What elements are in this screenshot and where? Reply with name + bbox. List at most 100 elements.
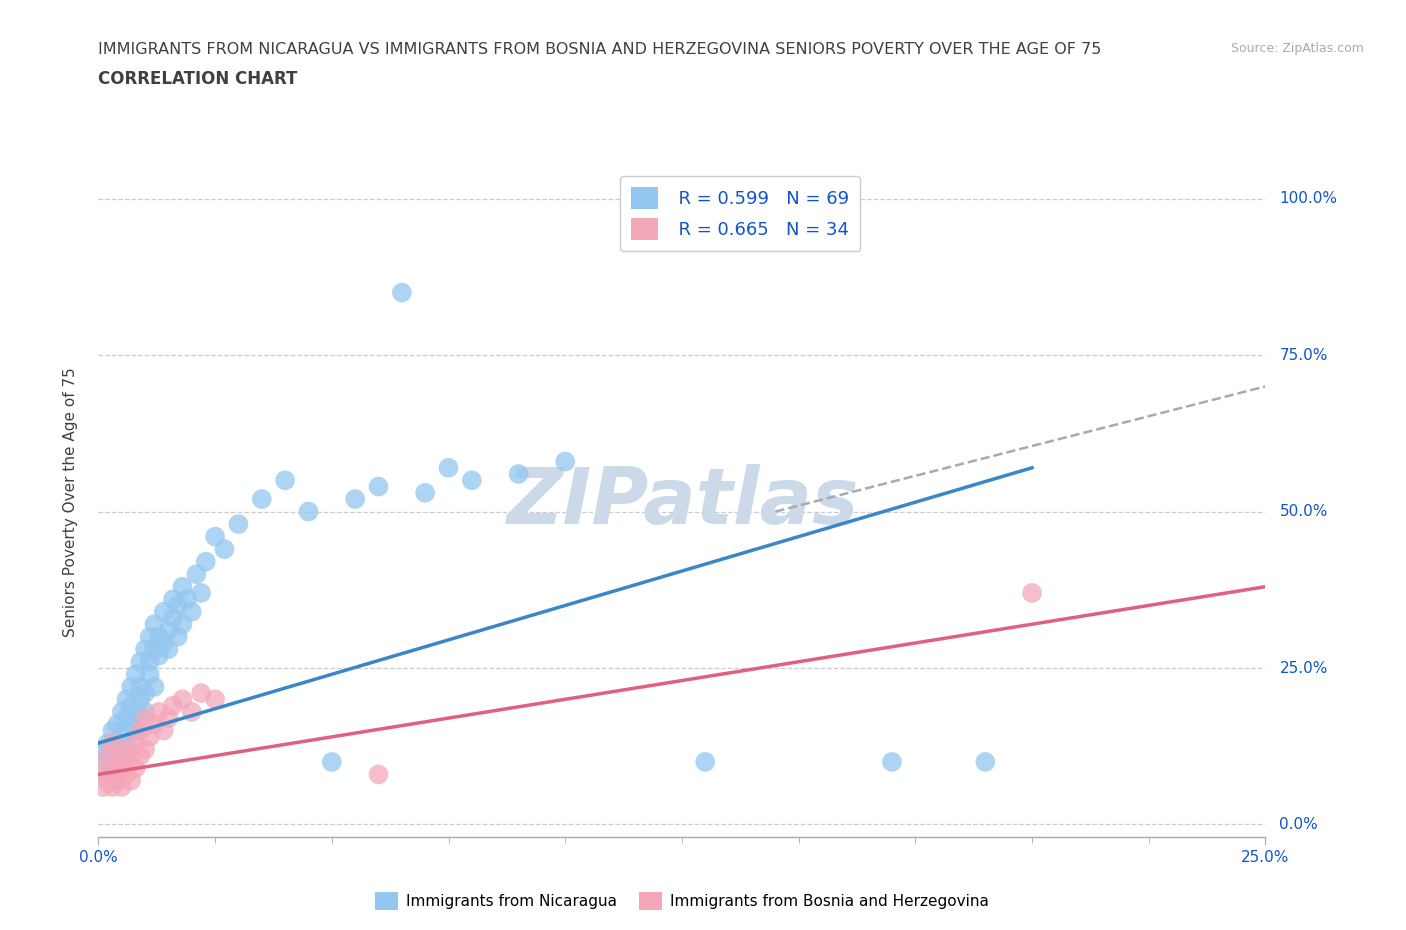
Point (97, 736, 120, 751)
Text: 0.0%: 0.0% (1279, 817, 1319, 832)
Y-axis label: Seniors Poverty Over the Age of 75: Seniors Poverty Over the Age of 75 (63, 367, 77, 637)
Point (129, 692, 152, 707)
Point (125, 667, 148, 682)
Point (125, 704, 148, 719)
Point (111, 742, 134, 757)
Point (111, 704, 134, 719)
Point (250, 492, 273, 507)
Point (134, 711, 156, 725)
Point (129, 749, 152, 764)
Point (129, 655, 152, 670)
Point (101, 767, 124, 782)
Point (139, 729, 162, 744)
Point (111, 761, 134, 776)
Point (880, 754, 903, 769)
Point (91, 754, 114, 769)
Point (190, 685, 212, 700)
Point (143, 617, 166, 631)
Point (134, 704, 156, 719)
Point (162, 698, 184, 713)
Point (97, 773, 120, 788)
Point (157, 623, 180, 638)
Point (139, 630, 162, 644)
Point (91, 761, 114, 776)
Point (120, 749, 142, 764)
Point (143, 642, 166, 657)
Text: 50.0%: 50.0% (1279, 504, 1327, 519)
Point (105, 773, 128, 788)
Point (508, 467, 530, 482)
Point (111, 729, 134, 744)
Point (180, 604, 202, 619)
Point (162, 610, 184, 625)
Point (437, 460, 460, 475)
Point (297, 504, 319, 519)
Point (172, 692, 194, 707)
Point (166, 598, 188, 613)
Text: Source: ZipAtlas.com: Source: ZipAtlas.com (1230, 42, 1364, 55)
Point (134, 742, 156, 757)
Point (120, 698, 142, 713)
Point (148, 704, 170, 719)
Point (172, 617, 194, 631)
Point (115, 711, 138, 725)
Text: CORRELATION CHART: CORRELATION CHART (98, 70, 298, 87)
Point (129, 724, 152, 738)
Point (186, 566, 208, 581)
Point (152, 724, 174, 738)
Point (148, 648, 170, 663)
Point (125, 761, 148, 776)
Point (120, 680, 142, 695)
Point (105, 742, 128, 757)
Point (125, 724, 148, 738)
Point (111, 779, 134, 794)
Text: 25.0%: 25.0% (1279, 660, 1327, 675)
Point (162, 591, 184, 606)
Point (344, 492, 367, 507)
Point (413, 485, 436, 500)
Point (554, 454, 576, 469)
Point (91, 742, 114, 757)
Text: ZIPatlas: ZIPatlas (506, 464, 858, 540)
Point (152, 604, 174, 619)
Point (190, 586, 212, 601)
Point (321, 754, 343, 769)
Point (120, 773, 142, 788)
Point (228, 517, 250, 532)
Point (105, 754, 128, 769)
Point (1021, 586, 1043, 601)
Point (143, 717, 166, 732)
Text: 75.0%: 75.0% (1279, 348, 1327, 363)
Point (204, 692, 226, 707)
Point (974, 754, 997, 769)
Point (111, 749, 134, 764)
Point (101, 779, 124, 794)
Point (101, 761, 124, 776)
Point (148, 630, 170, 644)
Point (115, 754, 138, 769)
Point (139, 667, 162, 682)
Point (194, 554, 217, 569)
Point (274, 472, 297, 487)
Point (214, 541, 236, 556)
Point (125, 736, 148, 751)
Point (172, 579, 194, 594)
Text: 100.0%: 100.0% (1279, 192, 1337, 206)
Point (101, 724, 124, 738)
Point (105, 717, 128, 732)
Point (115, 692, 138, 707)
Point (129, 680, 152, 695)
Point (391, 286, 413, 300)
Legend: Immigrants from Nicaragua, Immigrants from Bosnia and Herzegovina: Immigrants from Nicaragua, Immigrants fr… (368, 885, 995, 916)
Point (101, 754, 124, 769)
Point (97, 749, 120, 764)
Point (157, 642, 180, 657)
Point (204, 529, 226, 544)
Point (367, 767, 389, 782)
Point (157, 711, 180, 725)
Point (115, 767, 138, 782)
Point (152, 635, 174, 650)
Point (166, 630, 188, 644)
Point (120, 717, 142, 732)
Point (367, 479, 389, 494)
